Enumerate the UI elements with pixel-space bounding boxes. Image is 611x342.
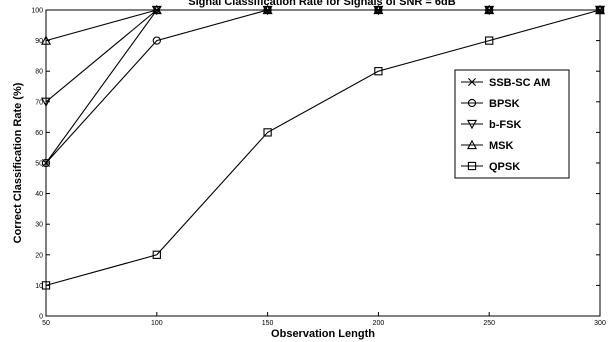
x-tick-label: 100 <box>151 320 163 327</box>
y-tick-label: 90 <box>35 38 43 45</box>
legend-marker <box>468 78 476 86</box>
legend-label: QPSK <box>489 161 520 173</box>
legend: SSB-SC AM BPSK b-FSK MSK QPSK <box>454 69 570 179</box>
data-point <box>152 36 161 45</box>
y-axis-label: Correct Classification Rate (%) <box>12 82 24 243</box>
legend-marker <box>467 161 477 171</box>
legend-entry: QPSK <box>461 161 520 173</box>
data-point <box>484 4 495 15</box>
y-tick-label: 70 <box>35 99 43 106</box>
data-point <box>40 35 52 45</box>
legend-entry: BPSK <box>461 98 520 110</box>
series-qpsk <box>41 5 605 290</box>
data-point <box>262 4 273 15</box>
chart-title: Signal Classification Rate for Signals o… <box>188 0 455 8</box>
legend-label: BPSK <box>489 98 520 110</box>
y-tick-label: 30 <box>35 222 43 229</box>
y-tick-label: 0 <box>39 314 43 321</box>
y-axis-ticks: 0 10 20 30 40 50 60 70 80 90 100 <box>31 8 600 321</box>
data-point <box>151 4 162 15</box>
x-tick-label: 300 <box>594 320 606 327</box>
data-point <box>41 158 51 168</box>
legend-marker <box>467 98 477 108</box>
legend-entry: SSB-SC AM <box>461 77 550 89</box>
data-point <box>595 5 605 15</box>
y-tick-label: 60 <box>35 130 43 137</box>
x-tick-label: 150 <box>262 320 274 327</box>
y-tick-label: 50 <box>35 161 43 168</box>
series-line <box>45 9 601 286</box>
data-point <box>152 250 161 259</box>
series-layer <box>40 4 606 290</box>
x-tick-label: 50 <box>42 320 50 327</box>
legend-marker <box>466 119 478 130</box>
x-axis-label: Observation Length <box>271 328 375 340</box>
y-tick-label: 80 <box>35 69 43 76</box>
y-tick-label: 100 <box>31 8 43 15</box>
legend-label: SSB-SC AM <box>489 77 550 89</box>
data-point <box>41 281 51 290</box>
legend-label: MSK <box>489 140 514 152</box>
y-tick-label: 40 <box>35 191 43 198</box>
legend-entry: MSK <box>461 139 514 152</box>
data-point <box>40 97 52 108</box>
y-tick-label: 10 <box>35 283 43 290</box>
y-tick-label: 20 <box>35 252 43 259</box>
series-msk <box>40 4 606 45</box>
legend-label: b-FSK <box>489 119 521 131</box>
data-point <box>373 4 384 15</box>
x-tick-label: 250 <box>483 320 495 327</box>
data-point <box>374 67 383 76</box>
data-point <box>263 128 272 137</box>
data-point <box>485 36 494 45</box>
legend-entry: b-FSK <box>461 119 521 131</box>
series-line <box>45 9 600 42</box>
x-tick-label: 200 <box>373 320 385 327</box>
legend-marker <box>466 139 478 150</box>
